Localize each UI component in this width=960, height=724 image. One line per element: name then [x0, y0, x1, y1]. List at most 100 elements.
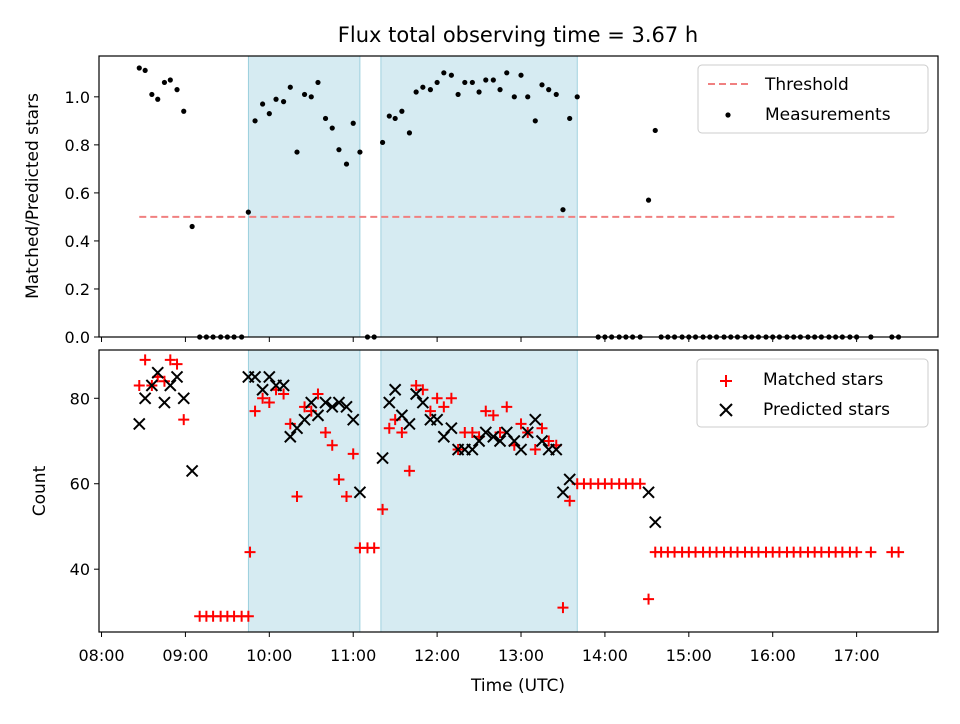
predicted-star-11: [256, 383, 269, 396]
measurement-point-6: [174, 87, 180, 93]
bottom-legend-box: [696, 358, 929, 428]
predicted-star-24: [347, 413, 360, 426]
matched-star-0: [133, 379, 145, 391]
predicted-star-45: [508, 434, 521, 448]
top-y-tick-label-5: 1.0: [65, 88, 90, 107]
observing-window-bottom-1: [380, 349, 578, 633]
predicted-star-27: [383, 396, 396, 409]
matched-star-1: [139, 354, 151, 366]
matched-star-4: [158, 375, 170, 387]
measurement-point-27: [322, 115, 329, 122]
measurement-point-35: [379, 139, 386, 146]
matched-star-26: [312, 388, 324, 400]
x-tick-label-2: 10:00: [246, 646, 292, 665]
measurement-point-39: [406, 130, 413, 136]
top-y-tick-label-3: 0.6: [65, 184, 90, 203]
measurement-point-60: [553, 91, 559, 98]
bottom-matched-layer: [133, 354, 905, 622]
measurement-point-23: [294, 149, 300, 155]
matched-star-104: [865, 546, 877, 558]
matched-star-43: [431, 392, 443, 404]
measurement-point-31: [350, 120, 356, 126]
predicted-star-47: [521, 426, 534, 439]
matched-star-62: [564, 495, 576, 507]
matched-star-57: [529, 444, 541, 456]
matched-star-36: [383, 422, 395, 434]
measurement-point-58: [539, 82, 545, 88]
observing-window-top-0: [247, 55, 361, 338]
legend-predicted-label: Predicted stars: [763, 400, 890, 420]
x-tick-label-6: 14:00: [582, 646, 628, 665]
measurement-point-54: [511, 94, 517, 100]
predicted-star-48: [529, 413, 542, 426]
predicted-star-20: [319, 396, 332, 409]
matched-star-53: [501, 401, 513, 413]
matched-star-55: [515, 418, 527, 430]
matched-star-59: [543, 435, 555, 447]
x-tick-label-1: 09:00: [162, 646, 208, 665]
predicted-star-18: [305, 396, 318, 409]
matched-star-19: [263, 397, 275, 409]
measurement-point-51: [490, 77, 496, 83]
bottom-y-tick-label-1: 60: [70, 475, 90, 494]
matched-star-31: [347, 448, 359, 460]
measurement-point-5: [167, 77, 173, 83]
measurement-point-2: [149, 91, 155, 98]
measurement-point-32: [357, 149, 363, 155]
predicted-star-43: [493, 434, 507, 448]
matched-star-40: [410, 379, 422, 391]
x-tick-label-8: 16:00: [750, 646, 796, 665]
measurement-point-38: [399, 108, 405, 114]
measurement-point-72: [652, 127, 658, 134]
matched-star-29: [333, 473, 345, 485]
matched-star-51: [487, 409, 499, 421]
bottom-y-tick-label-0: 40: [70, 560, 90, 579]
top-legend: Threshold Measurements: [697, 64, 929, 134]
measurement-point-59: [546, 87, 552, 93]
matched-star-61: [557, 602, 569, 614]
matched-star-45: [445, 392, 457, 404]
matched-star-106: [893, 546, 905, 558]
x-tick-label-5: 13:00: [498, 646, 544, 665]
matched-star-5: [164, 354, 176, 366]
measurement-point-63: [574, 94, 580, 100]
predicted-star-7: [177, 392, 190, 405]
measurement-point-37: [392, 115, 398, 122]
measurement-point-29: [336, 147, 342, 153]
measurement-point-43: [434, 79, 440, 86]
predicted-star-4: [158, 396, 171, 409]
predicted-star-41: [479, 426, 492, 439]
matched-star-34: [368, 542, 380, 554]
measurement-point-21: [280, 99, 287, 105]
measurement-point-20: [273, 96, 279, 102]
top-panel: 0.0 0.2 0.4 0.6 0.8 1.0 Matched/Predicted sta…: [23, 55, 939, 347]
bottom-predicted-layer: [133, 366, 662, 529]
predicted-star-40: [472, 434, 486, 448]
predicted-star-32: [416, 396, 430, 409]
predicted-star-46: [514, 443, 528, 456]
measurement-point-40: [413, 89, 419, 95]
predicted-star-26: [376, 451, 389, 465]
chart-title: Flux total observing time = 3.67 h: [338, 23, 698, 47]
measurement-point-46: [455, 91, 461, 98]
measurement-point-30: [343, 161, 350, 167]
measurement-point-8: [189, 223, 195, 230]
predicted-star-42: [487, 430, 500, 443]
matched-star-7: [178, 414, 190, 426]
bottom-y-axis: 40 60 80: [70, 389, 99, 579]
bottom-axes-frame: [98, 349, 939, 633]
predicted-star-52: [556, 486, 570, 499]
predicted-star-36: [445, 421, 458, 435]
predicted-star-55: [649, 515, 662, 529]
predicted-star-17: [298, 413, 311, 426]
legend-matched-swatch: [720, 375, 732, 387]
matched-star-27: [320, 426, 332, 438]
measurement-point-44: [441, 70, 447, 76]
legend-threshold-label: Threshold: [764, 75, 849, 95]
matched-star-103: [851, 546, 863, 558]
predicted-star-8: [185, 464, 199, 478]
bottom-panel: 40 60 80 08:00 09:00 10:00 11:00 12:00 13:00 14:…: [30, 349, 939, 696]
measurement-point-47: [462, 79, 468, 86]
top-axes-frame: [98, 55, 939, 338]
predicted-star-25: [353, 486, 367, 499]
